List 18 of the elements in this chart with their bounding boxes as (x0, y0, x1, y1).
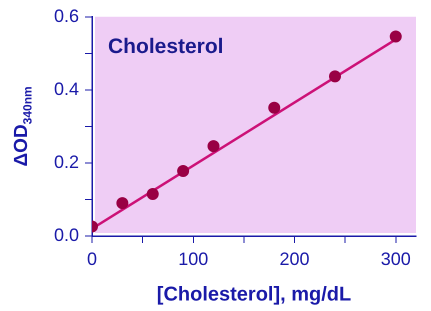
point (268, 102, 280, 114)
text: Cholesterol (108, 34, 224, 58)
point (208, 140, 220, 152)
x-axis-title: [Cholesterol], mg/dL (156, 284, 352, 306)
point (390, 30, 402, 43)
y-tick-label: 0.4 (54, 78, 79, 99)
point (116, 197, 128, 210)
y-tick-label: 0.0 (54, 224, 79, 245)
x-tick-label: 100 (178, 248, 208, 269)
x-tick-label: 300 (380, 248, 411, 269)
point (177, 164, 190, 177)
y-tick-label: 0.2 (54, 152, 79, 172)
y-tick-label: 0.6 (54, 6, 79, 26)
x-tick-label: 200 (279, 248, 310, 269)
y-axis-title: ΔOD340nm (11, 86, 34, 166)
point (329, 70, 341, 82)
x-tick-label: 0 (86, 248, 98, 269)
point (146, 188, 159, 200)
